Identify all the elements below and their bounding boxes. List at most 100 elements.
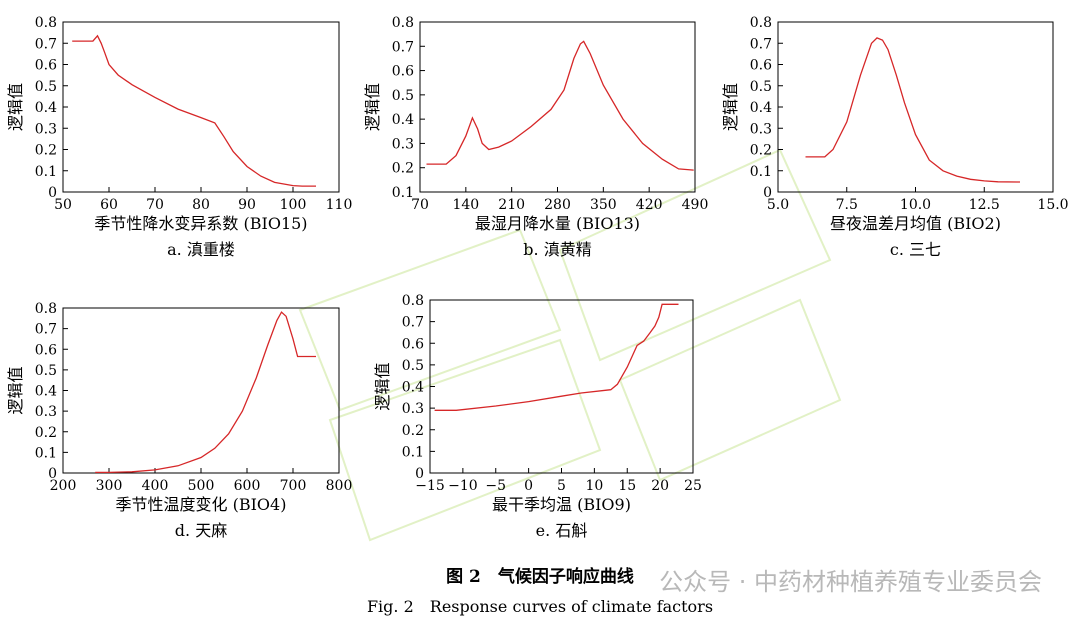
y-tick-label: 0.7 [35,36,57,52]
y-tick-label: 0.5 [750,79,772,95]
panel-caption: a. 滇重楼 [167,240,235,259]
plot-frame [777,21,1054,193]
y-tick-label: 0.8 [392,15,414,31]
panel-caption: d. 天麻 [175,521,227,540]
y-tick-label: 0 [415,466,424,482]
y-tick-label: 0.6 [35,342,57,358]
y-axis-label: 逻辑值 [721,83,740,131]
y-axis-label: 逻辑值 [363,83,382,131]
panel-caption: e. 石斛 [536,521,588,540]
x-tick-label: 300 [96,478,123,494]
x-tick-label: 210 [498,197,525,213]
x-tick-label: 70 [146,197,164,213]
panel-caption: c. 三七 [890,240,941,259]
x-axis-label: 季节性温度变化 (BIO4) [116,495,287,514]
y-tick-label: 0.3 [35,404,57,420]
chart-panel-a: 50 60 70 80 90 100 110 0 0.1 0.2 0.3 0.4 0.5 0.6 0.7 0.… [6,15,352,259]
x-tick-label: 90 [238,197,256,213]
y-tick-label: 0.8 [750,15,772,31]
plot-frame [62,307,340,474]
chart-panel-c: 5.0 7.5 10.0 12.5 15.0 0 0.1 0.2 0.3 0.4 0.5 0.6 0.7… [721,15,1069,259]
x-tick-label: 700 [280,478,307,494]
x-tick-label: 280 [544,197,571,213]
y-tick-label: 0.2 [750,143,772,159]
y-tick-label: 0.5 [35,363,57,379]
response-curve [434,303,679,411]
x-tick-label: 5 [557,478,566,494]
response-curve [805,37,1021,183]
x-tick-label: 600 [234,478,261,494]
panel-caption: b. 滇黄精 [523,240,591,259]
response-curve [426,40,694,171]
x-tick-label: 10.0 [900,197,931,213]
y-tick-label: 0.3 [392,136,414,152]
y-axis-label: 逻辑值 [6,366,25,414]
y-tick-label: 0.4 [750,100,772,116]
plot-frame [429,299,694,474]
response-curve [95,311,316,474]
watermark-text: 公众号 · 中药材种植养殖专业委员会 [659,568,1042,596]
y-tick-label: 0.4 [392,112,414,128]
plot-frame [419,21,696,193]
x-tick-label: 10 [585,478,603,494]
x-tick-label: 140 [452,197,479,213]
y-tick-label: 0.6 [750,58,772,74]
x-tick-label: −15 [415,478,445,494]
y-axis-label: 逻辑值 [373,362,392,410]
y-tick-label: 0.5 [402,358,424,374]
x-axis-label: 最湿月降水量 (BIO13) [475,214,640,233]
y-tick-label: 0.5 [392,88,414,104]
x-tick-label: 60 [100,197,118,213]
plot-frame [62,21,340,193]
x-tick-label: 7.5 [836,197,858,213]
x-axis-label: 最干季均温 (BIO9) [492,495,631,514]
y-tick-label: 0.6 [402,336,424,352]
y-tick-label: 0.7 [402,315,424,331]
x-tick-label: −10 [448,478,478,494]
y-tick-label: 0.6 [392,64,414,80]
x-tick-label: 490 [682,197,709,213]
x-tick-label: 0 [524,478,533,494]
y-tick-label: 0.4 [402,380,424,396]
y-tick-label: 0.3 [35,121,57,137]
y-tick-label: 0.4 [35,100,57,116]
chart-panel-d: 200 300 400 500 600 700 800 0 0.1 0.2 0.3 0.4 0.5 0.6… [6,301,352,540]
y-tick-label: 0.1 [35,445,57,461]
y-tick-label: 0.2 [35,425,57,441]
y-tick-label: 0.7 [35,322,57,338]
chart-panel-e: −15 −10 −5 0 5 10 15 20 25 0 0.1 0.2 0.3 0.4 0.5 0.6 0.7… [373,293,702,540]
y-tick-label: 0.2 [402,423,424,439]
x-tick-label: −5 [485,478,506,494]
y-tick-label: 0.8 [35,301,57,317]
y-tick-label: 0.3 [750,121,772,137]
x-tick-label: 50 [54,197,72,213]
y-tick-label: 0.1 [750,164,772,180]
x-tick-label: 20 [651,478,669,494]
y-tick-label: 0.8 [35,15,57,31]
x-tick-label: 100 [280,197,307,213]
x-tick-label: 25 [684,478,702,494]
x-tick-label: 400 [142,478,169,494]
chart-panel-b: 70 140 210 280 350 420 490 0.1 0.2 0.3 0.4 0.5 0.6 0.… [363,15,708,259]
x-tick-label: 350 [590,197,617,213]
x-tick-label: 420 [636,197,663,213]
y-axis-label: 逻辑值 [6,83,25,131]
response-curve [72,34,316,187]
x-tick-label: 200 [50,478,77,494]
y-tick-label: 0.1 [402,444,424,460]
y-tick-label: 0.8 [402,293,424,309]
y-tick-label: 0.3 [402,401,424,417]
y-tick-label: 0.7 [392,39,414,55]
y-tick-label: 0.4 [35,384,57,400]
x-tick-label: 12.5 [969,197,1000,213]
y-tick-label: 0.5 [35,79,57,95]
x-axis-label: 季节性降水变异系数 (BIO15) [94,214,307,233]
x-tick-label: 15 [618,478,636,494]
y-tick-label: 0 [763,185,772,201]
figure-title: 图 2 气候因子响应曲线 [446,566,634,587]
y-tick-label: 0.1 [392,185,414,201]
y-tick-label: 0.2 [392,161,414,177]
y-tick-label: 0.2 [35,143,57,159]
figure-title-english: Fig. 2 Response curves of climate factor… [367,597,713,616]
